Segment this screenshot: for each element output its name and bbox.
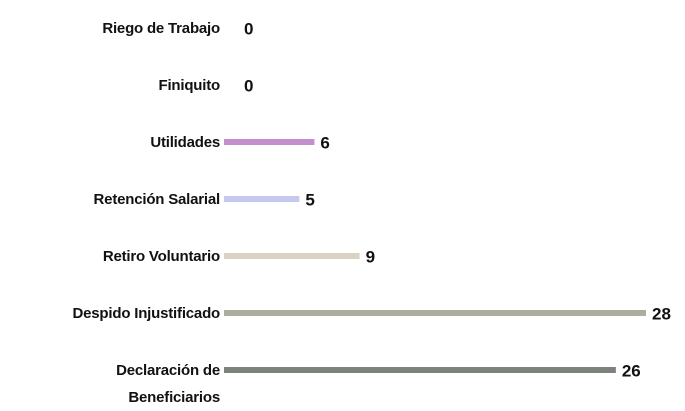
category-label: Riego de Trabajo — [102, 20, 220, 37]
value-label: 26 — [622, 361, 641, 380]
category-label: Declaración de Beneficiarios — [116, 362, 220, 406]
value-label: 6 — [320, 133, 329, 152]
bar — [224, 367, 616, 373]
chart: 0 0 6 5 9 28 26 Riego de Trabajo Finiquito Utili… — [72, 19, 671, 406]
bar — [224, 139, 315, 145]
category-label: Retención Salarial — [93, 191, 221, 208]
value-label: 9 — [366, 247, 375, 266]
category-label: Utilidades — [150, 134, 220, 151]
bar — [224, 196, 300, 202]
value-label: 5 — [305, 190, 314, 209]
bar — [224, 253, 360, 259]
category-label: Finiquito — [158, 77, 220, 94]
value-label: 0 — [244, 76, 253, 95]
category-label: Despido Injustificado — [72, 305, 221, 322]
bar — [224, 310, 646, 316]
plot: 0 0 6 5 9 28 26 — [224, 19, 671, 380]
category-label: Retiro Voluntario — [102, 248, 220, 265]
value-label: 28 — [652, 304, 671, 323]
value-label: 0 — [244, 19, 253, 38]
